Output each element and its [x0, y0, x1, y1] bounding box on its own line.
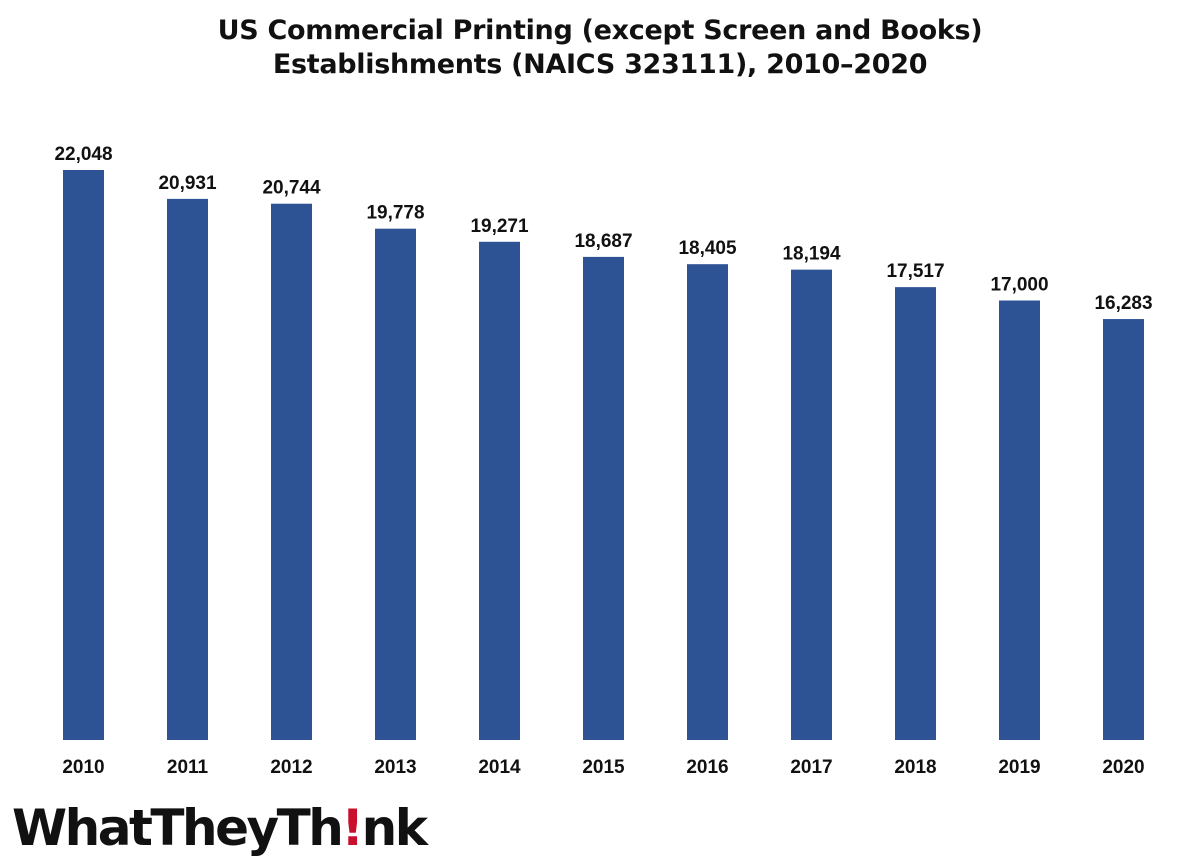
bar-2017 — [791, 269, 832, 740]
x-tick-label-2013: 2013 — [374, 757, 416, 778]
bar-2020 — [1103, 319, 1144, 740]
x-tick-label-2011: 2011 — [167, 757, 209, 778]
value-label-2010: 22,048 — [54, 144, 112, 165]
chart-title-line-1: US Commercial Printing (except Screen an… — [217, 15, 983, 46]
bar-2016 — [687, 264, 728, 740]
bars-group — [63, 170, 1144, 741]
x-tick-label-2019: 2019 — [998, 757, 1040, 778]
logo-text-start: WhatTheyTh — [12, 799, 344, 857]
x-tick-labels-group: 2010 2011 2012 2013 2014 2015 2016 2017 2018 2019… — [62, 757, 1144, 778]
chart-title: US Commercial Printing (except Screen an… — [0, 14, 1200, 82]
value-label-2013: 19,778 — [366, 203, 424, 224]
x-tick-label-2015: 2015 — [582, 757, 625, 778]
bar-2012 — [271, 203, 312, 740]
value-labels-group: 22,048 20,931 20,744 19,778 19,271 18,687 18,4… — [54, 144, 1152, 314]
value-label-2016: 18,405 — [678, 238, 737, 259]
value-label-2012: 20,744 — [262, 178, 321, 199]
bar-2018 — [895, 287, 936, 740]
value-label-2011: 20,931 — [158, 173, 217, 194]
logo-exclamation: ! — [341, 799, 364, 857]
bar-2015 — [583, 256, 624, 740]
value-label-2015: 18,687 — [574, 231, 632, 252]
x-tick-label-2014: 2014 — [478, 757, 521, 778]
x-tick-label-2018: 2018 — [894, 757, 936, 778]
x-tick-label-2017: 2017 — [790, 757, 832, 778]
x-tick-label-2010: 2010 — [62, 757, 104, 778]
value-label-2018: 17,517 — [886, 261, 944, 282]
value-label-2020: 16,283 — [1094, 293, 1152, 314]
bar-2019 — [999, 300, 1040, 740]
bar-2011 — [167, 198, 208, 741]
x-tick-label-2012: 2012 — [270, 757, 312, 778]
bar-2013 — [375, 228, 416, 740]
x-tick-label-2020: 2020 — [1102, 757, 1144, 778]
x-tick-label-2016: 2016 — [686, 757, 728, 778]
value-label-2017: 18,194 — [782, 244, 841, 265]
chart-title-line-2: Establishments (NAICS 323111), 2010–2020 — [272, 49, 928, 80]
bar-2014 — [479, 241, 520, 740]
value-label-2019: 17,000 — [990, 275, 1048, 296]
value-label-2014: 19,271 — [470, 216, 529, 237]
whattheythink-logo: WhatTheyTh!nk — [12, 796, 428, 860]
bar-2010 — [63, 170, 104, 740]
logo-text-end: nk — [361, 799, 428, 857]
